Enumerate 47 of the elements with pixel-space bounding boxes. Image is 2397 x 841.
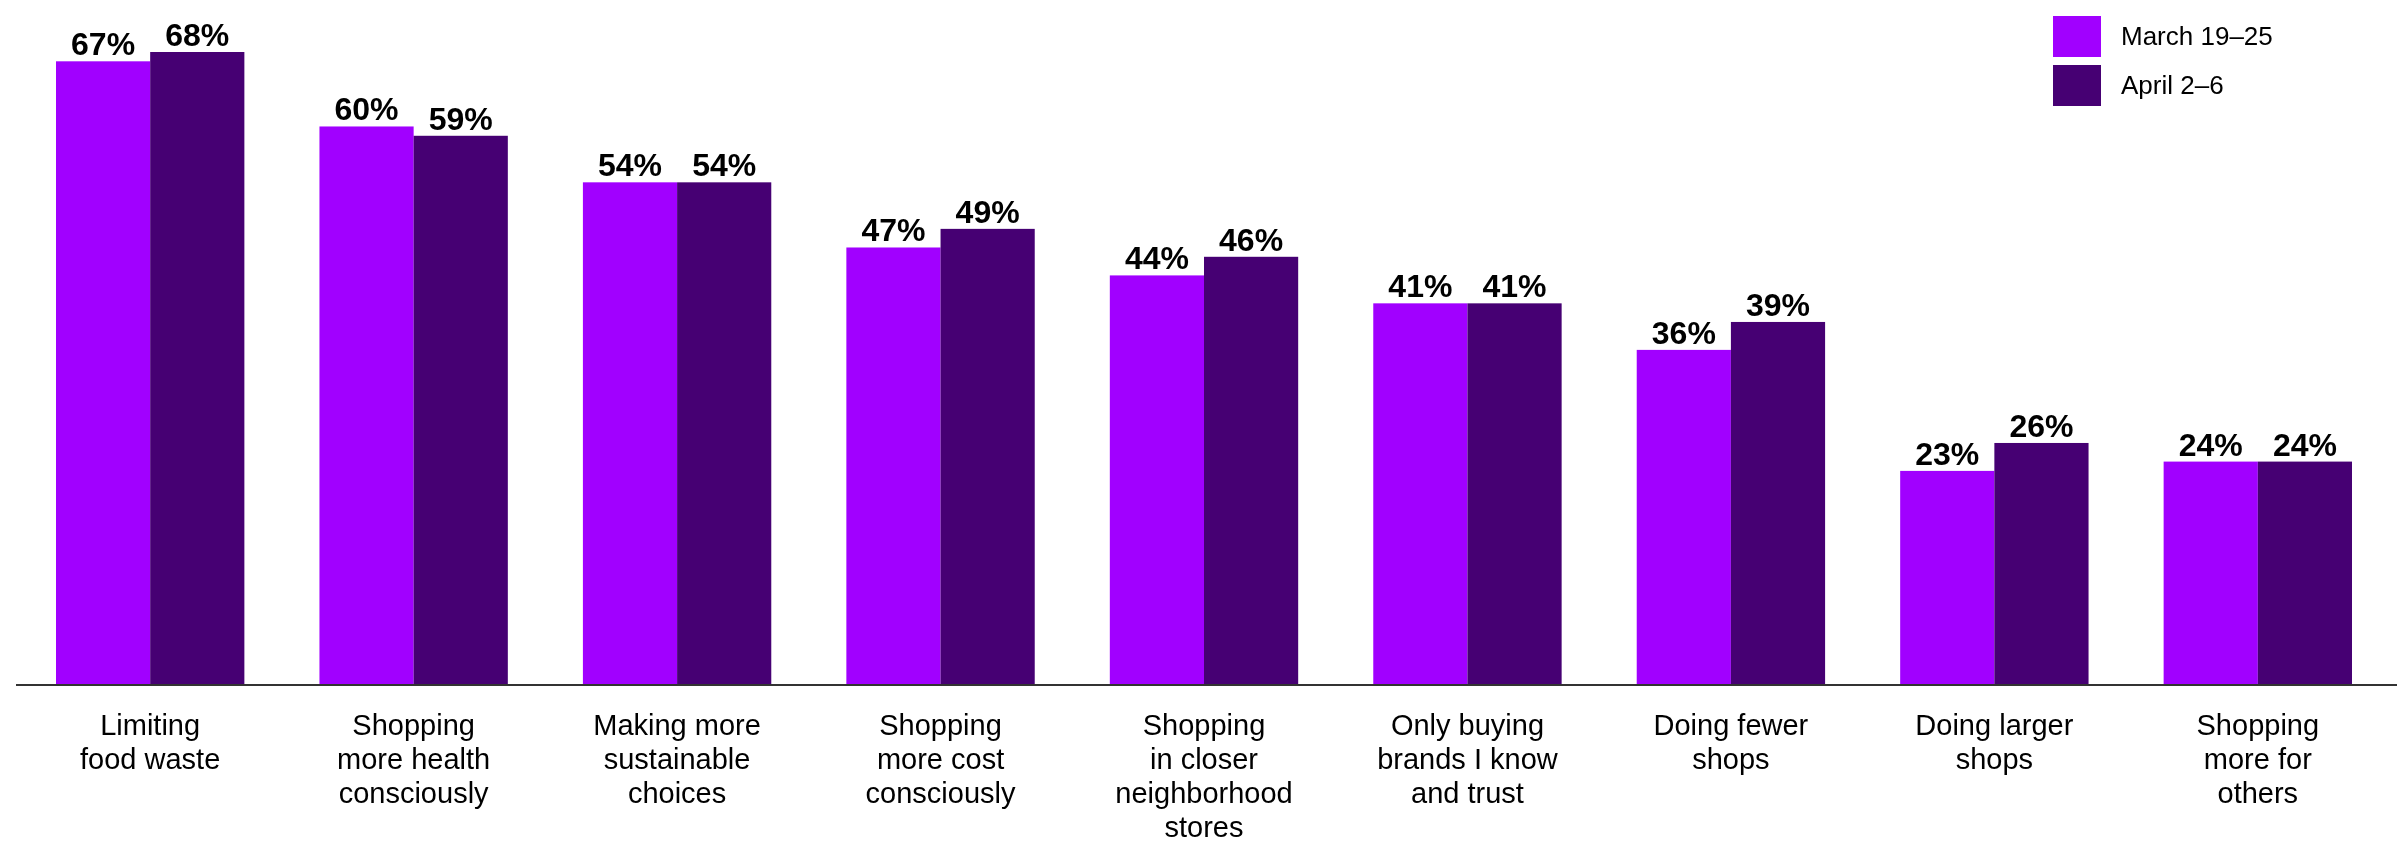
bar	[1730, 321, 1826, 685]
legend-label: March 19–25	[2121, 21, 2273, 51]
x-tick-label: Shopping more cost consciously	[865, 709, 1016, 809]
data-label: 44%	[1124, 240, 1189, 277]
bar	[1204, 256, 1299, 685]
data-label: 39%	[1745, 286, 1811, 323]
data-label: 23%	[1915, 435, 1980, 472]
data-label: 60%	[334, 91, 399, 128]
x-tick-label: Only buying brands I know and trust	[1377, 709, 1559, 809]
data-label: 68%	[165, 17, 230, 53]
x-tick-label: Shopping more health consciously	[337, 709, 491, 809]
bar	[413, 135, 508, 685]
bar	[1109, 275, 1204, 685]
bar	[1900, 470, 1995, 685]
data-label: 59%	[428, 100, 493, 137]
bar	[150, 52, 245, 685]
bar	[2257, 461, 2352, 685]
data-label: 54%	[692, 147, 757, 184]
bar	[2163, 461, 2258, 685]
bar	[940, 228, 1035, 685]
bar	[846, 247, 941, 685]
bar	[1994, 442, 2089, 685]
data-label: 24%	[2272, 426, 2337, 463]
data-label: 41%	[1482, 268, 1547, 305]
legend-label: April 2–6	[2121, 70, 2224, 100]
data-label: 49%	[955, 193, 1020, 230]
bar	[1467, 303, 1562, 685]
bar	[582, 182, 678, 685]
x-tick-label: Shopping in closer neighborhood stores	[1115, 709, 1293, 841]
data-label: 24%	[2178, 426, 2243, 463]
data-label: 36%	[1651, 314, 1716, 351]
bar	[56, 61, 151, 685]
bar	[677, 182, 772, 685]
data-label: 26%	[2009, 407, 2074, 444]
bar	[1636, 349, 1731, 685]
data-label: 46%	[1219, 221, 1284, 258]
x-tick-label: Doing fewer shops	[1653, 709, 1809, 775]
data-label: 41%	[1388, 268, 1453, 305]
data-label: 47%	[861, 212, 926, 249]
data-label: 54%	[597, 147, 663, 184]
bar	[1373, 303, 1468, 685]
x-tick-label: Doing larger shops	[1915, 709, 2074, 775]
x-tick-label: Shopping more for others	[2196, 709, 2320, 809]
x-tick-label: Making more sustainable choices	[593, 709, 761, 809]
data-label: 67%	[71, 26, 136, 63]
x-tick-label: Limiting food waste	[80, 709, 221, 775]
bar	[319, 126, 414, 685]
